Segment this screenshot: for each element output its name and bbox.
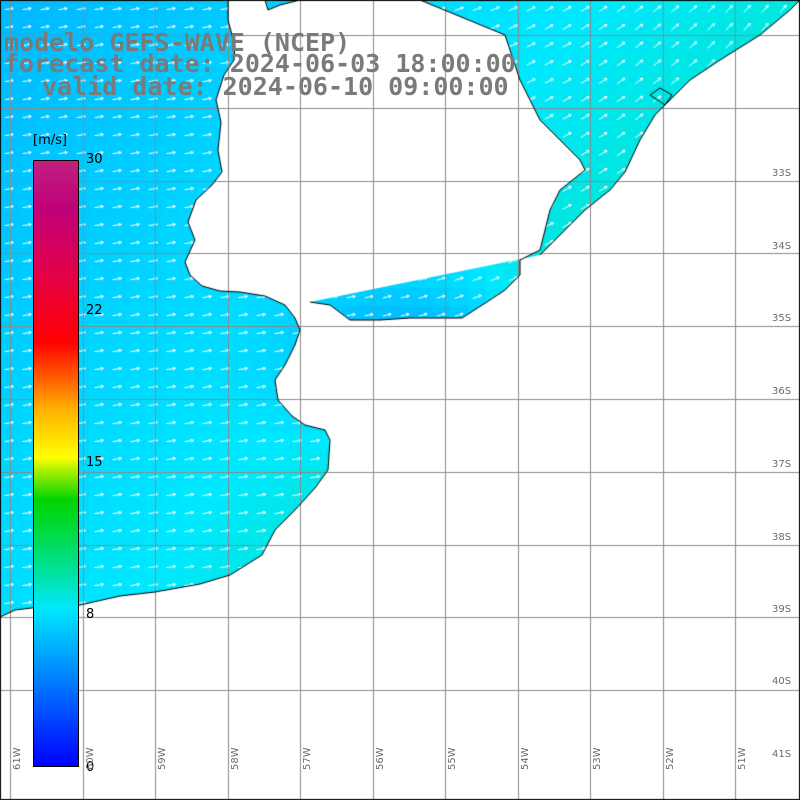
colorbar-tick-0: 0 — [86, 760, 95, 775]
lon-label: 55W — [447, 747, 458, 770]
colorbar-tick-8: 8 — [86, 607, 95, 622]
lon-label: 51W — [737, 747, 748, 770]
lat-label: 33S — [772, 168, 792, 179]
colorbar-tick-30: 30 — [86, 152, 103, 167]
lon-label: 58W — [230, 747, 241, 770]
colorbar — [33, 160, 79, 767]
lon-label: 57W — [302, 747, 313, 770]
lat-label: 37S — [772, 459, 792, 470]
valid-date: valid date: 2024-06-10 09:00:00 — [42, 72, 509, 101]
lon-label: 54W — [520, 747, 531, 770]
lat-label: 36S — [772, 386, 792, 397]
lat-label: 40S — [772, 676, 792, 687]
lat-label: 35S — [772, 313, 792, 324]
lon-label: 56W — [375, 747, 386, 770]
lon-label: 60W — [85, 747, 96, 770]
lon-label: 53W — [592, 747, 603, 770]
lat-label: 34S — [772, 241, 792, 252]
lon-label: 52W — [665, 747, 676, 770]
lon-label: 61W — [12, 747, 23, 770]
lat-label: 39S — [772, 604, 792, 615]
colorbar-tick-22: 22 — [86, 303, 103, 318]
colorbar-unit: [m/s] — [33, 133, 67, 148]
lat-label: 38S — [772, 532, 792, 543]
forecast-date: forecast date: 2024-06-03 18:00:00 — [4, 49, 516, 78]
lon-label: 59W — [157, 747, 168, 770]
colorbar-tick-15: 15 — [86, 455, 103, 470]
model-title: modelo GEFS-WAVE (NCEP) — [4, 28, 351, 57]
lat-label: 41S — [772, 749, 792, 760]
